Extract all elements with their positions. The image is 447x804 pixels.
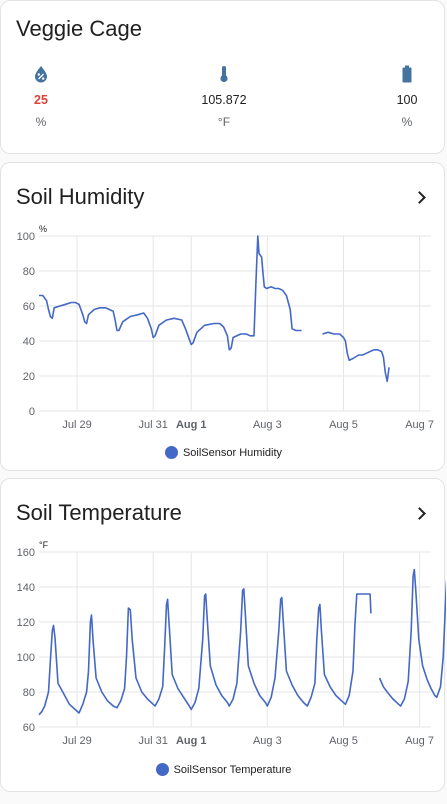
battery-entity[interactable]: 100 % <box>377 65 437 129</box>
battery-icon <box>402 65 412 83</box>
y-tick-label: 140 <box>17 582 35 594</box>
x-tick-label: Aug 5 <box>329 735 358 747</box>
y-tick-label: 0 <box>29 406 35 418</box>
y-tick-label: 160 <box>17 547 35 559</box>
humidity-value: 25 <box>34 93 48 107</box>
chevron-right-icon[interactable] <box>413 507 426 520</box>
chart-legend[interactable]: SoilSensor Temperature <box>1 763 446 776</box>
y-tick-label: 20 <box>23 371 35 383</box>
x-tick-label: Aug 1 <box>176 419 207 431</box>
y-tick-label: 100 <box>17 652 35 664</box>
legend-label: SoilSensor Temperature <box>173 764 292 776</box>
series-line <box>322 331 390 383</box>
chevron-right-icon[interactable] <box>413 191 426 204</box>
water-percent-icon <box>35 66 47 83</box>
temperature-chart: °F 160 140 120 100 80 60 Jul 29 Jul 31 Aug 1 Aug 3… <box>17 540 446 747</box>
x-tick-label: Jul 31 <box>138 419 167 431</box>
card-title: Soil Temperature <box>16 500 182 525</box>
temperature-unit: °F <box>217 115 231 129</box>
legend-swatch <box>164 446 178 459</box>
legend-label: SoilSensor Humidity <box>182 447 283 459</box>
card-title: Veggie Cage <box>16 16 142 41</box>
x-tick-label: Aug 3 <box>253 735 282 747</box>
battery-unit: % <box>401 115 413 129</box>
humidity-unit: % <box>35 115 47 129</box>
y-tick-label: 100 <box>17 231 35 243</box>
y-axis-unit: °F <box>39 540 49 550</box>
x-tick-label: Aug 5 <box>329 419 358 431</box>
y-axis-unit: % <box>39 224 47 234</box>
y-tick-label: 120 <box>17 617 35 629</box>
series-line <box>378 568 446 707</box>
card-title: Soil Humidity <box>16 184 145 209</box>
soil-temperature-card: Soil Temperature °F 160 140 120 100 80 60 Jul 2… <box>0 478 446 792</box>
x-tick-label: Aug 7 <box>405 419 434 431</box>
x-tick-label: Aug 3 <box>253 419 282 431</box>
x-tick-label: Aug 1 <box>176 735 207 747</box>
battery-value: 100 <box>396 93 418 107</box>
x-tick-label: Aug 7 <box>405 735 434 747</box>
x-tick-label: Jul 31 <box>138 735 167 747</box>
legend-swatch <box>155 763 169 776</box>
x-tick-label: Jul 29 <box>62 735 91 747</box>
chart-legend[interactable]: SoilSensor Humidity <box>1 446 446 459</box>
temperature-entity[interactable]: 105.872 °F <box>184 65 264 129</box>
thermometer-icon <box>220 66 228 83</box>
series-line <box>39 235 302 351</box>
y-tick-label: 60 <box>23 722 35 734</box>
humidity-chart: % 100 80 60 40 20 0 Jul 29 Jul 31 Aug 1 Aug 3 Aug 5… <box>17 224 434 431</box>
veggie-cage-card: Veggie Cage 25 % 105.872 °F 100 % <box>0 0 445 154</box>
y-tick-label: 60 <box>23 301 35 313</box>
soil-humidity-card: Soil Humidity % 100 80 60 40 20 0 Jul 29 Jul 31 A… <box>0 162 445 471</box>
y-tick-label: 80 <box>23 687 35 699</box>
y-tick-label: 80 <box>23 266 35 278</box>
series-line <box>38 588 372 716</box>
temperature-value: 105.872 <box>201 93 247 107</box>
humidity-entity[interactable]: 25 % <box>11 65 71 129</box>
x-tick-label: Jul 29 <box>62 419 91 431</box>
y-tick-label: 40 <box>23 336 35 348</box>
